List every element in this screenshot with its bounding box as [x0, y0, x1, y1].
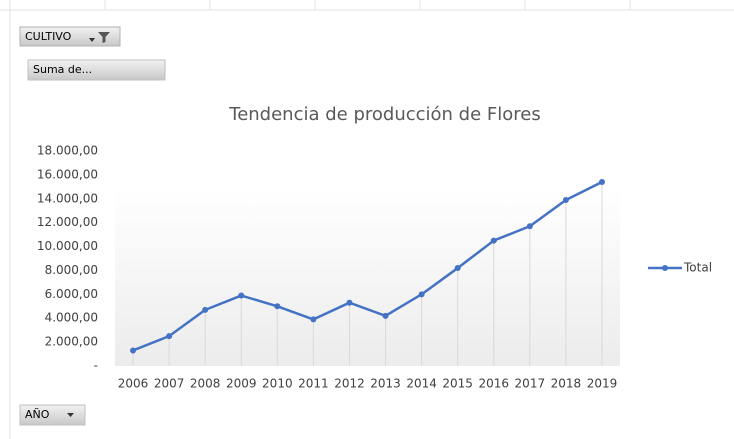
point: [562, 196, 569, 203]
point: [418, 291, 425, 298]
x-tick-label: 2018: [551, 377, 582, 391]
y-tick-label: 4.000,00: [45, 311, 98, 325]
y-tick-label: 10.000,00: [37, 239, 98, 253]
x-tick-label: 2017: [515, 377, 546, 391]
x-tick-label: 2016: [478, 377, 509, 391]
point: [382, 312, 389, 319]
x-tick-label: 2013: [370, 377, 401, 391]
y-tick-label: -: [94, 359, 98, 373]
x-tick-label: 2006: [118, 377, 149, 391]
axis-label: AÑO: [25, 408, 50, 421]
point: [274, 303, 281, 310]
x-tick-label: 2011: [298, 377, 329, 391]
y-tick-label: 14.000,00: [37, 191, 98, 205]
point: [454, 265, 461, 272]
y-tick-label: 8.000,00: [45, 263, 98, 277]
filter-label: CULTIVO: [25, 30, 72, 43]
x-tick-label: 2014: [406, 377, 437, 391]
point: [526, 223, 533, 230]
series-line: [132, 180, 603, 352]
x-tick-label: 2008: [190, 377, 221, 391]
point: [166, 333, 173, 340]
chart-title: Tendencia de producción de Flores: [228, 104, 540, 125]
value-button[interactable]: Suma de...: [27, 59, 166, 81]
point: [598, 179, 605, 186]
y-tick-label: 2.000,00: [45, 335, 98, 349]
axis-button[interactable]: AÑO: [19, 404, 86, 426]
y-tick-label: 18.000,00: [37, 144, 98, 158]
y-tick-label: 12.000,00: [37, 215, 98, 229]
x-tick-label: 2009: [226, 377, 257, 391]
x-tick-label: 2007: [154, 377, 185, 391]
x-tick-label: 2012: [334, 377, 365, 391]
point: [490, 237, 497, 244]
point: [238, 292, 245, 299]
legend-label: Total: [683, 261, 712, 275]
y-tick-label: 6.000,00: [45, 287, 98, 301]
x-tick-label: 2019: [587, 377, 618, 391]
point: [346, 299, 353, 306]
legend-marker: [662, 265, 668, 271]
filter-button[interactable]: CULTIVO: [19, 26, 121, 47]
point: [130, 347, 137, 354]
x-tick-label: 2015: [442, 377, 473, 391]
y-tick-label: 16.000,00: [37, 167, 98, 181]
value-label: Suma de...: [33, 63, 92, 76]
point: [202, 306, 209, 313]
x-tick-label: 2010: [262, 377, 293, 391]
plot-area: [115, 188, 620, 366]
point: [310, 316, 317, 323]
